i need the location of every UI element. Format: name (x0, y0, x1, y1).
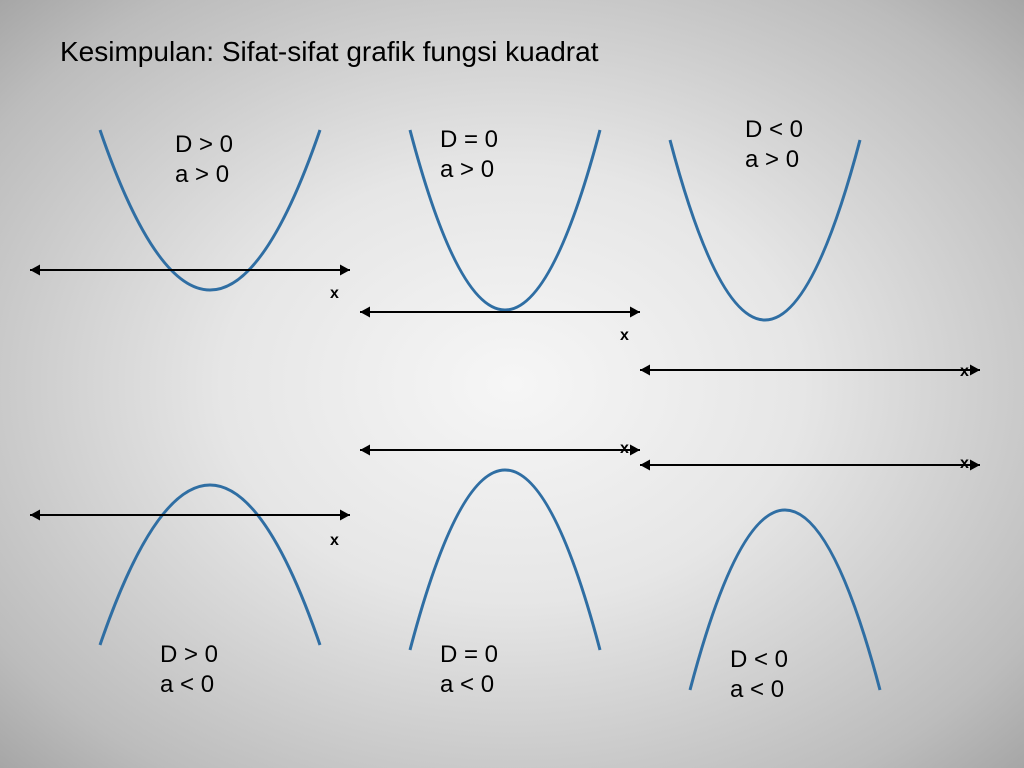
slide: Kesimpulan: Sifat-sifat grafik fungsi ku… (0, 0, 1024, 768)
x-axis-label: x (960, 455, 969, 473)
condition-label-p6: D < 0 a < 0 (730, 645, 788, 705)
x-axis (0, 0, 1024, 768)
